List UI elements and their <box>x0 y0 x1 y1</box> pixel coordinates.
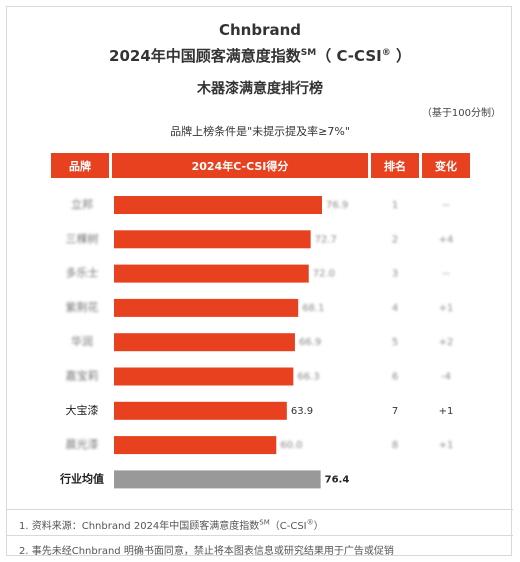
change-value: -4 <box>441 372 451 383</box>
footnote-source-text: 1. 资料来源：Chnbrand 2024年中国顾客满意度指数 <box>19 521 260 532</box>
score-value: 66.3 <box>297 372 319 383</box>
main-title-text: 2024年中国顾客满意度指数 <box>109 47 301 65</box>
rank-value: 2 <box>392 234 398 245</box>
brand-label: 华润 <box>71 334 93 348</box>
ranking-card: Chnbrand 2024年中国顾客满意度指数SM（ C-CSI® ） 木器漆满… <box>6 6 513 557</box>
rank-value: 8 <box>392 440 398 451</box>
change-value: +1 <box>439 440 454 451</box>
score-bar <box>114 264 309 283</box>
change-value: -- <box>442 269 450 280</box>
average-bar <box>114 470 321 489</box>
footnote-reg: ® <box>306 518 314 527</box>
header-score: 2024年C-CSI得分 <box>112 153 368 178</box>
registered-mark: ® <box>381 48 391 58</box>
brand-label: 三棵树 <box>66 231 99 245</box>
footnote-divider-2 <box>7 535 513 536</box>
main-title: 2024年中国顾客满意度指数SM（ C-CSI® ） <box>7 45 513 66</box>
score-value: 68.1 <box>302 303 324 314</box>
score-value: 66.9 <box>299 337 321 348</box>
sm-mark: SM <box>300 48 317 58</box>
brand-label: 多乐士 <box>66 266 99 280</box>
score-bar <box>114 401 287 420</box>
score-bar <box>114 333 295 352</box>
subtitle: 木器漆满意度排行榜 <box>197 81 323 97</box>
score-value: 60.0 <box>280 440 302 451</box>
rank-value: 3 <box>392 269 398 280</box>
rank-value: 5 <box>392 337 398 348</box>
csi-prefix: （ C-CSI <box>316 47 382 65</box>
footnote-source: 1. 资料来源：Chnbrand 2024年中国顾客满意度指数SM（C-CSI®… <box>19 517 324 532</box>
header-brand: 品牌 <box>51 153 109 178</box>
average-label: 行业均值 <box>59 471 104 485</box>
rank-value: 4 <box>392 303 398 314</box>
rank-value: 7 <box>392 406 398 417</box>
footnote-divider <box>7 509 513 510</box>
footnote-usage: 2. 事先未经Chnbrand 明确书面同意，禁止将本图表信息或研究结果用于广告… <box>19 546 394 557</box>
header-rank: 排名 <box>371 153 419 178</box>
brand-label: 立邦 <box>71 197 93 211</box>
score-basis: （基于100分制） <box>421 108 501 119</box>
rank-value: 1 <box>392 200 398 211</box>
footnote-end: ） <box>313 521 324 532</box>
score-bar <box>114 230 311 249</box>
brand-label: 紫荆花 <box>66 301 99 314</box>
change-value: +4 <box>439 234 454 245</box>
footnote-csi: （C-CSI <box>269 521 307 532</box>
score-value: 72.7 <box>315 234 337 245</box>
score-bar <box>114 196 322 214</box>
score-value: 72.0 <box>313 269 335 280</box>
header-change: 变化 <box>422 153 470 178</box>
score-bar <box>114 436 277 455</box>
bar-chart: 立邦 76.9 1 -- 三棵树 72.7 2 +4 多乐士 72.0 3 -- 紫荆花 68.1 4 +1 华… <box>59 196 454 489</box>
brand-label: 晨光漆 <box>66 437 99 451</box>
listing-condition: 品牌上榜条件是"未提示提及率≥7%" <box>170 125 350 138</box>
change-value: +2 <box>439 337 454 348</box>
csi-suffix: ） <box>390 47 411 65</box>
score-value: 63.9 <box>291 406 313 417</box>
score-value: 76.9 <box>326 200 348 211</box>
average-value: 76.4 <box>325 474 350 485</box>
rank-value: 6 <box>392 372 398 383</box>
brand-title: Chnbrand <box>218 21 302 39</box>
score-bar <box>114 298 299 317</box>
score-bar <box>114 367 294 386</box>
brand-label: 嘉宝莉 <box>66 369 99 383</box>
footnote-sm: SM <box>259 518 270 527</box>
brand-label: 大宝漆 <box>66 403 99 417</box>
change-value: +1 <box>439 303 454 314</box>
change-value: -- <box>442 200 450 211</box>
change-value: +1 <box>439 406 454 417</box>
